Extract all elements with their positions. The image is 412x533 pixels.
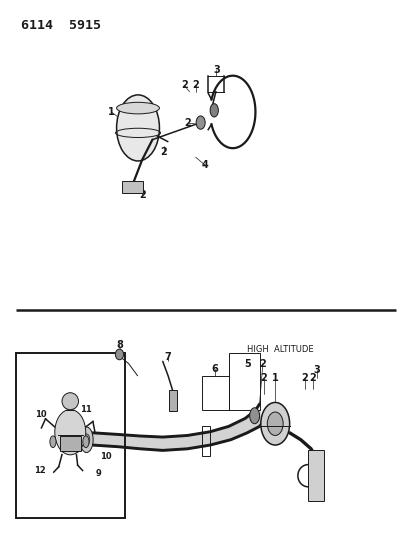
Text: 9: 9 — [95, 470, 101, 478]
Text: 8: 8 — [116, 341, 123, 350]
Circle shape — [115, 349, 124, 360]
Ellipse shape — [117, 95, 159, 161]
Text: 2: 2 — [193, 80, 199, 90]
Ellipse shape — [83, 434, 90, 446]
Text: 3: 3 — [213, 66, 220, 75]
Text: 2: 2 — [260, 359, 266, 368]
Text: 2: 2 — [310, 374, 316, 383]
Text: 10: 10 — [35, 410, 46, 418]
Ellipse shape — [73, 434, 80, 446]
Ellipse shape — [267, 412, 283, 435]
Ellipse shape — [62, 393, 78, 410]
Text: 5: 5 — [244, 359, 250, 368]
Text: 11: 11 — [80, 406, 91, 414]
Ellipse shape — [80, 427, 93, 453]
Bar — [308, 450, 324, 501]
Text: 10: 10 — [100, 453, 111, 461]
Text: 3: 3 — [314, 366, 321, 375]
Bar — [202, 376, 229, 410]
Bar — [202, 426, 210, 456]
Text: 4: 4 — [202, 160, 208, 170]
Text: 2: 2 — [260, 374, 267, 383]
Ellipse shape — [83, 436, 89, 448]
Bar — [169, 390, 177, 411]
Ellipse shape — [117, 102, 159, 114]
Text: 2: 2 — [302, 374, 308, 383]
Text: 1: 1 — [108, 107, 115, 117]
Ellipse shape — [55, 409, 86, 455]
Text: 2: 2 — [139, 190, 145, 200]
Text: HIGH  ALTITUDE: HIGH ALTITUDE — [247, 345, 314, 353]
Text: 6114  5915: 6114 5915 — [21, 19, 101, 31]
Text: 2: 2 — [185, 118, 191, 127]
Ellipse shape — [210, 103, 218, 117]
Ellipse shape — [70, 427, 83, 453]
Text: 2: 2 — [160, 147, 167, 157]
Ellipse shape — [196, 116, 205, 130]
Bar — [229, 353, 260, 410]
Bar — [60, 436, 80, 451]
Text: 6: 6 — [212, 364, 218, 374]
Text: 7: 7 — [165, 352, 171, 362]
Text: 12: 12 — [35, 466, 46, 474]
Ellipse shape — [50, 436, 56, 448]
Bar — [16, 353, 125, 518]
Ellipse shape — [261, 402, 290, 445]
Text: 1: 1 — [272, 374, 279, 383]
Bar — [122, 181, 143, 193]
Text: 2: 2 — [181, 80, 187, 90]
Ellipse shape — [250, 408, 260, 424]
